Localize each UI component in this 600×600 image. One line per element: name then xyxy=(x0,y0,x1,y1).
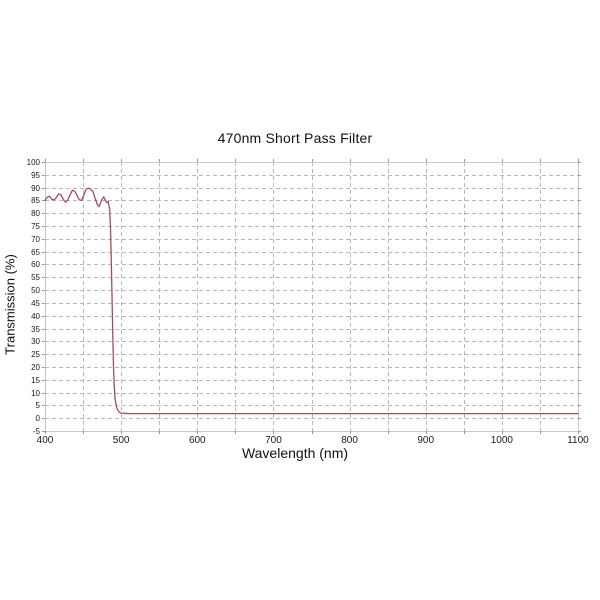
y-tick-label: 15 xyxy=(31,376,40,385)
x-tick-label: 1000 xyxy=(491,435,514,446)
tick-labels: 1009590858075706560555045403530252015105… xyxy=(27,158,590,446)
y-tick-label: 0 xyxy=(36,414,41,423)
x-tick-label: 900 xyxy=(417,435,434,446)
gridlines xyxy=(45,162,579,432)
x-tick-label: 600 xyxy=(189,435,206,446)
y-tick-label: 65 xyxy=(31,248,40,257)
data-series xyxy=(44,187,579,415)
y-tick-label: 40 xyxy=(31,312,40,321)
y-tick-label: 95 xyxy=(31,171,40,180)
y-tick-label: 55 xyxy=(31,273,40,282)
transmission-curve xyxy=(44,187,579,415)
y-tick-label: 100 xyxy=(27,158,41,167)
x-tick-label: 700 xyxy=(265,435,282,446)
x-axis-title: Wavelength (nm) xyxy=(241,445,349,461)
y-tick-label: 85 xyxy=(31,196,40,205)
y-tick-label: 25 xyxy=(31,350,40,359)
x-tick-label: 800 xyxy=(341,435,358,446)
y-tick-label: 70 xyxy=(31,235,40,244)
y-tick-label: 50 xyxy=(31,286,40,295)
y-tick-label: 80 xyxy=(31,209,40,218)
x-tick-label: 400 xyxy=(37,435,54,446)
y-tick-label: 90 xyxy=(31,184,40,193)
y-tick-label: 10 xyxy=(31,389,40,398)
chart-title: 470nm Short Pass Filter xyxy=(217,130,373,146)
y-tick-label: -5 xyxy=(33,427,41,436)
y-tick-label: 35 xyxy=(31,325,40,334)
y-tick-label: 75 xyxy=(31,222,40,231)
x-tick-label: 500 xyxy=(113,435,130,446)
y-tick-label: 45 xyxy=(31,299,40,308)
y-axis-title: Transmission (%) xyxy=(2,254,18,355)
y-tick-label: 30 xyxy=(31,337,40,346)
y-tick-label: 5 xyxy=(36,401,41,410)
y-tick-label: 60 xyxy=(31,260,40,269)
x-tick-label: 1100 xyxy=(567,435,589,446)
y-tick-label: 20 xyxy=(31,363,40,372)
